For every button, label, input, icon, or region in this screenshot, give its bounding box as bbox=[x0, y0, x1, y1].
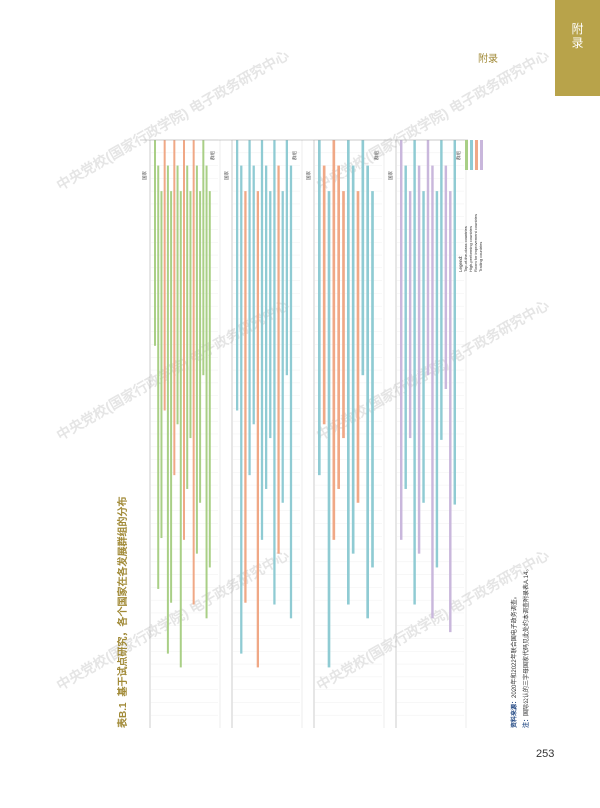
group-bar bbox=[260, 140, 264, 540]
group-bar bbox=[160, 191, 163, 539]
group-bar bbox=[281, 191, 284, 503]
group-bar bbox=[252, 165, 255, 425]
group-bar bbox=[186, 165, 189, 489]
column-head-country: 国家 bbox=[387, 171, 394, 180]
group-bar bbox=[157, 165, 160, 589]
group-bar bbox=[322, 165, 326, 425]
legend-swatch-purple bbox=[480, 140, 483, 170]
group-bar bbox=[440, 140, 443, 440]
group-bar bbox=[176, 165, 179, 425]
group-bar bbox=[236, 140, 239, 411]
group-bar bbox=[199, 191, 202, 503]
group-bar bbox=[435, 191, 439, 568]
group-bar bbox=[202, 140, 205, 376]
legend-swatch-orange bbox=[475, 140, 478, 170]
group-bar bbox=[371, 191, 374, 568]
legend-title: Legend: bbox=[458, 256, 463, 272]
group-bar bbox=[347, 140, 350, 605]
group-bar bbox=[422, 191, 425, 503]
group-bar bbox=[163, 140, 166, 411]
group-bar bbox=[195, 165, 198, 554]
group-bar bbox=[327, 191, 331, 668]
column-head-group: 群组 bbox=[455, 151, 462, 160]
group-bar bbox=[244, 191, 247, 603]
legend-swatch-teal bbox=[470, 140, 473, 170]
legend-item: Trailing countries bbox=[478, 242, 483, 272]
column-head-group: 群组 bbox=[291, 151, 298, 160]
page-number: 253 bbox=[536, 748, 555, 760]
group-bar bbox=[277, 165, 280, 554]
tab-char-2: 录 bbox=[571, 36, 584, 50]
column-head-country: 国家 bbox=[223, 171, 230, 180]
section-header: 附录 bbox=[478, 54, 498, 65]
group-bar bbox=[337, 165, 340, 489]
group-bar bbox=[183, 140, 185, 540]
group-bar bbox=[256, 191, 259, 668]
table-title: 表B.1基于试点研究，各个国家在各发展群组的分布 bbox=[116, 496, 129, 729]
group-bar bbox=[417, 165, 421, 554]
column-head-country: 国家 bbox=[141, 171, 148, 180]
group-bar bbox=[285, 140, 288, 376]
group-bar bbox=[413, 140, 416, 605]
group-bar bbox=[248, 140, 251, 476]
group-bar bbox=[361, 140, 365, 376]
group-bar bbox=[265, 165, 268, 489]
group-bar bbox=[192, 140, 195, 605]
group-bar bbox=[205, 165, 208, 619]
group-bar bbox=[426, 140, 430, 376]
appendix-tab: 附 录 bbox=[555, 0, 600, 96]
group-bar bbox=[318, 140, 321, 476]
tab-char-1: 附 bbox=[571, 22, 584, 36]
column-head-group: 群组 bbox=[209, 151, 216, 160]
column-head-group: 群组 bbox=[373, 151, 380, 160]
group-bar bbox=[444, 165, 448, 390]
group-bar bbox=[404, 165, 407, 489]
group-bar bbox=[273, 140, 276, 605]
group-bar bbox=[366, 165, 369, 619]
group-bar bbox=[289, 165, 293, 619]
group-bar bbox=[431, 165, 434, 619]
group-bar bbox=[269, 191, 272, 439]
group-bar bbox=[332, 140, 336, 540]
group-bar bbox=[179, 191, 182, 668]
group-bar bbox=[453, 140, 456, 505]
group-bar bbox=[351, 165, 355, 554]
group-bar bbox=[342, 191, 345, 439]
group-bar bbox=[173, 140, 176, 476]
legend-item: Room for improvement countries bbox=[473, 214, 478, 272]
group-bar bbox=[400, 140, 403, 540]
legend: Legend: Top-of-the-class countries High-… bbox=[458, 214, 483, 272]
group-bar bbox=[240, 165, 243, 654]
legend-item: High-performing countries bbox=[468, 226, 473, 272]
source-line: 资料来源：2020年和2022年联合国电子政务调查。 bbox=[510, 593, 518, 728]
group-bar bbox=[189, 191, 192, 439]
group-bar bbox=[449, 191, 452, 633]
note-line: 注：国际公认的三字母国家代码见此处约本调查附录表A.14。 bbox=[522, 566, 530, 728]
group-bar bbox=[154, 140, 156, 346]
group-bar bbox=[356, 191, 360, 503]
group-bar bbox=[408, 191, 412, 439]
legend-swatch-green bbox=[465, 140, 468, 170]
group-bar bbox=[170, 191, 173, 603]
group-bar bbox=[166, 165, 169, 654]
legend-item: Top-of-the-class countries bbox=[463, 226, 468, 272]
column-head-country: 国家 bbox=[305, 171, 312, 180]
group-bar bbox=[208, 191, 211, 568]
